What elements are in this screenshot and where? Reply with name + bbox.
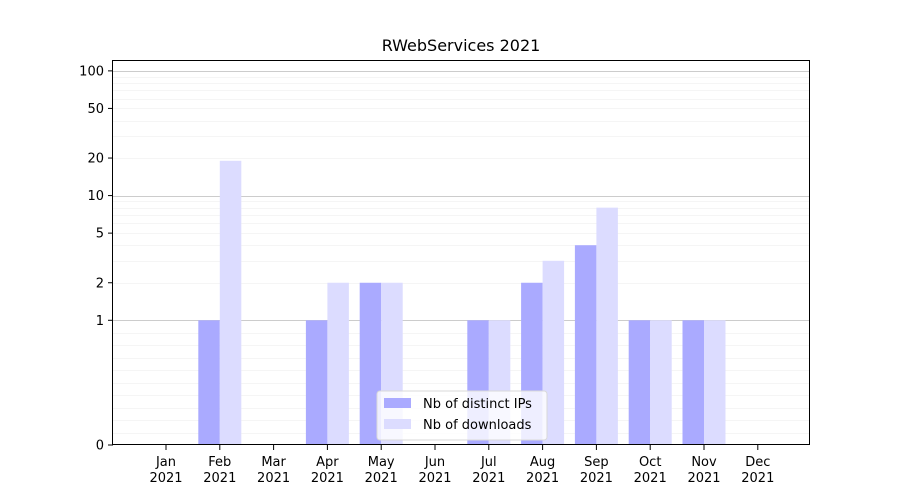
bar (198, 320, 220, 445)
bar (682, 320, 704, 445)
x-tick-label: Sep 2021 (580, 455, 613, 486)
bar (305, 320, 328, 445)
bar (596, 207, 618, 445)
y-tick-label: 50 (87, 102, 104, 117)
y-tick-label: 100 (79, 64, 104, 79)
x-axis: Jan 2021 Feb 2021 Mar 2021 Apr 2021 May 2021 Jun 20… (149, 445, 774, 486)
plot-frame (112, 60, 810, 445)
bar (219, 160, 242, 445)
y-tick-label: 1 (96, 314, 104, 329)
x-tick-label: Jan 2021 (149, 455, 182, 486)
legend: Nb of distinct IPs Nb of downloads (376, 390, 548, 441)
legend-swatch (384, 398, 411, 408)
x-tick-label: May 2021 (365, 455, 398, 486)
chart-title: RWebServices 2021 (382, 36, 541, 55)
x-tick-label: Mar 2021 (257, 455, 290, 486)
y-tick-label: 2 (96, 276, 104, 291)
y-tick-label: 20 (87, 152, 104, 167)
x-tick-label: Nov 2021 (687, 455, 720, 486)
bar (574, 245, 597, 445)
x-tick-label: Aug 2021 (526, 455, 559, 486)
bar (704, 320, 726, 445)
bar (628, 320, 651, 445)
legend-label: Nb of downloads (423, 418, 532, 433)
x-tick-label: Jun 2021 (418, 455, 451, 486)
y-axis: 0 1 2 5 10 20 50 100 (79, 64, 113, 454)
y-tick-label: 10 (87, 189, 104, 204)
y-tick-label: 0 (96, 439, 104, 454)
x-tick-label: Oct 2021 (634, 455, 667, 486)
legend-swatch (384, 419, 411, 429)
legend-box (376, 390, 548, 441)
x-tick-label: Apr 2021 (311, 455, 344, 486)
bar (327, 282, 349, 445)
bar (359, 282, 382, 445)
legend-label: Nb of distinct IPs (423, 397, 532, 412)
x-tick-label: Dec 2021 (741, 455, 774, 486)
x-tick-label: Jul 2021 (472, 455, 505, 486)
x-tick-label: Feb 2021 (203, 455, 236, 486)
bar (542, 260, 565, 445)
y-tick-label: 5 (96, 227, 104, 242)
bar (650, 320, 672, 445)
